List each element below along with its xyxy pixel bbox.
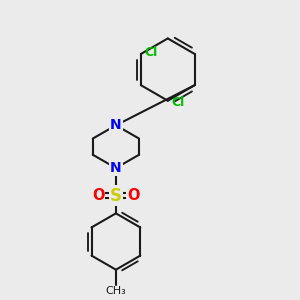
Text: O: O — [92, 188, 104, 203]
Text: Cl: Cl — [144, 46, 158, 59]
Text: S: S — [110, 187, 122, 205]
Text: CH₃: CH₃ — [106, 286, 126, 296]
Text: O: O — [128, 188, 140, 203]
Text: N: N — [110, 161, 122, 175]
Text: Cl: Cl — [171, 96, 184, 109]
Text: N: N — [110, 118, 122, 132]
